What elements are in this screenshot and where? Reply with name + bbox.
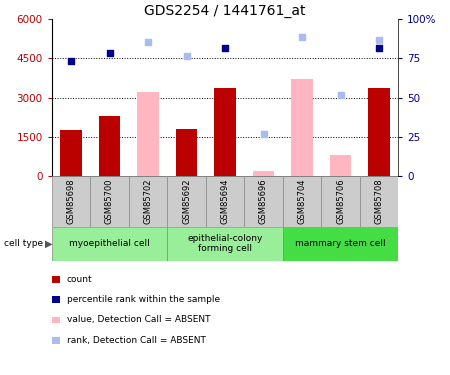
- Bar: [129, 176, 167, 227]
- Bar: [253, 171, 274, 176]
- Bar: [360, 176, 398, 227]
- Bar: [176, 129, 197, 176]
- Bar: [369, 88, 390, 176]
- Text: rank, Detection Call = ABSENT: rank, Detection Call = ABSENT: [67, 336, 206, 345]
- Bar: [99, 116, 120, 176]
- Bar: [167, 176, 206, 227]
- Bar: [60, 130, 81, 176]
- Bar: [292, 79, 313, 176]
- Bar: [321, 176, 360, 227]
- Point: [375, 45, 382, 51]
- Text: epithelial-colony
forming cell: epithelial-colony forming cell: [187, 234, 263, 254]
- Bar: [206, 176, 244, 227]
- Text: myoepithelial cell: myoepithelial cell: [69, 239, 150, 248]
- Text: GSM85700: GSM85700: [105, 179, 114, 224]
- Text: GSM85692: GSM85692: [182, 179, 191, 224]
- Point: [260, 131, 267, 137]
- Text: GSM85698: GSM85698: [67, 179, 76, 224]
- Bar: [244, 176, 283, 227]
- Point: [221, 45, 229, 51]
- Point: [144, 39, 152, 45]
- Text: GSM85694: GSM85694: [220, 179, 230, 224]
- Text: count: count: [67, 275, 92, 284]
- Title: GDS2254 / 1441761_at: GDS2254 / 1441761_at: [144, 4, 306, 18]
- Point: [337, 92, 344, 98]
- Bar: [52, 227, 167, 261]
- Text: GSM85702: GSM85702: [144, 179, 153, 224]
- Text: ▶: ▶: [45, 239, 53, 249]
- Point: [106, 50, 113, 56]
- Text: cell type: cell type: [4, 239, 44, 248]
- Text: GSM85708: GSM85708: [374, 179, 383, 224]
- Bar: [90, 176, 129, 227]
- Bar: [52, 176, 90, 227]
- Text: GSM85706: GSM85706: [336, 179, 345, 224]
- Text: percentile rank within the sample: percentile rank within the sample: [67, 295, 220, 304]
- Bar: [330, 155, 351, 176]
- Point: [183, 53, 190, 58]
- Bar: [283, 227, 398, 261]
- Point: [375, 37, 382, 43]
- Text: mammary stem cell: mammary stem cell: [295, 239, 386, 248]
- Bar: [137, 92, 158, 176]
- Bar: [283, 176, 321, 227]
- Bar: [167, 227, 283, 261]
- Text: GSM85704: GSM85704: [297, 179, 306, 224]
- Bar: [214, 88, 236, 176]
- Text: GSM85696: GSM85696: [259, 179, 268, 224]
- Text: value, Detection Call = ABSENT: value, Detection Call = ABSENT: [67, 315, 210, 324]
- Point: [68, 58, 75, 64]
- Point: [298, 34, 306, 40]
